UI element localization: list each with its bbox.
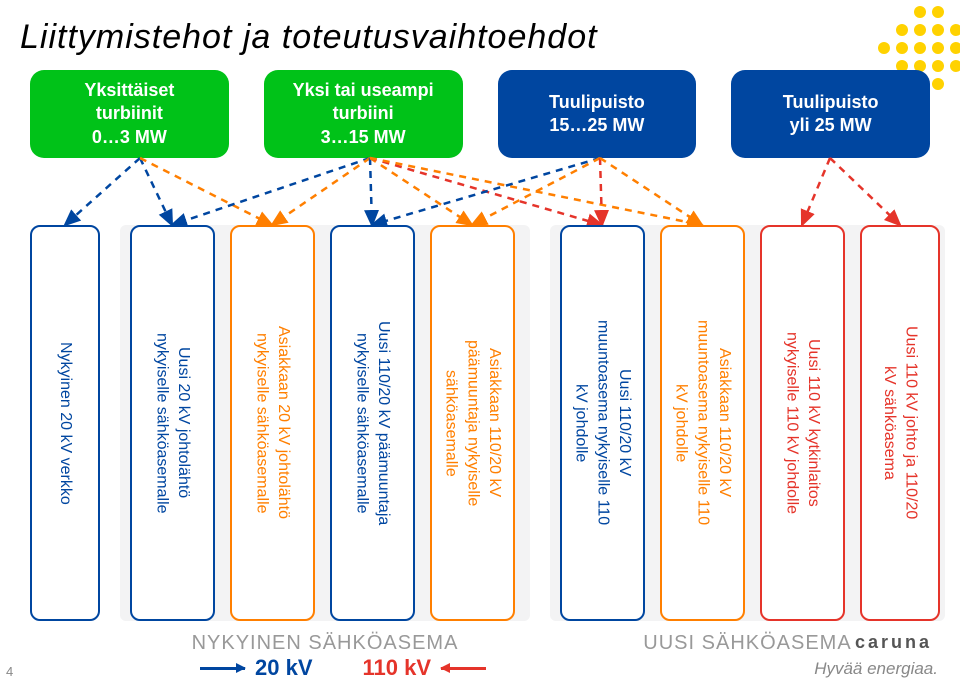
category-box: Tuulipuisto yli 25 MW [731,70,930,158]
options-area: NYKYINEN SÄHKÖASEMAUUSI SÄHKÖASEMANykyin… [10,225,950,621]
category-box: Tuulipuisto 15…25 MW [498,70,697,158]
option-column: Asiakkaan 110/20 kV päämuuntaja nykyisel… [430,225,515,621]
page-number: 4 [6,664,13,679]
option-label: Uusi 20 kV johtolähtö nykyiselle sähköas… [151,333,194,514]
option-label: Asiakkaan 110/20 kV päämuuntaja nykyisel… [440,340,505,506]
top-category-row: Yksittäiset turbiinit 0…3 MW Yksi tai use… [30,70,930,158]
station-group-label: NYKYINEN SÄHKÖASEMA [120,632,530,655]
option-column: Uusi 110 kV kytkinlaitos nykyiselle 110 … [760,225,845,621]
option-label: Nykyinen 20 kV verkko [54,342,76,505]
option-label: Uusi 110 kV johto ja 110/20 kV sähköasem… [878,326,921,519]
footer-tagline: Hyvää energiaa. [814,659,938,679]
option-column: Uusi 110/20 kV muuntoasema nykyiselle 11… [560,225,645,621]
category-box: Yksittäiset turbiinit 0…3 MW [30,70,229,158]
option-column: Uusi 20 kV johtolähtö nykyiselle sähköas… [130,225,215,621]
option-label: Asiakkaan 110/20 kV muuntoasema nykyisel… [670,320,735,525]
legend: 20 kV 110 kV [200,655,486,681]
option-column: Nykyinen 20 kV verkko [30,225,100,621]
arrow-icon [441,667,486,670]
brand-logo: caruna [855,632,932,653]
option-label: Uusi 110/20 kV päämuuntaja nykyiselle sä… [351,321,394,525]
category-box: Yksi tai useampi turbiini 3…15 MW [264,70,463,158]
option-label: Uusi 110/20 kV muuntoasema nykyiselle 11… [570,320,635,525]
legend-110kv: 110 kV [363,655,487,681]
option-column: Uusi 110 kV johto ja 110/20 kV sähköasem… [860,225,940,621]
option-column: Asiakkaan 20 kV johtolähtö nykyiselle sä… [230,225,315,621]
arrow-icon [200,667,245,670]
legend-20kv: 20 kV [200,655,313,681]
legend-label: 20 kV [255,655,313,681]
option-label: Asiakkaan 20 kV johtolähtö nykyiselle sä… [251,326,294,519]
option-label: Uusi 110 kV kytkinlaitos nykyiselle 110 … [781,332,824,514]
option-column: Uusi 110/20 kV päämuuntaja nykyiselle sä… [330,225,415,621]
option-column: Asiakkaan 110/20 kV muuntoasema nykyisel… [660,225,745,621]
page-title: Liittymistehot ja toteutusvaihtoehdot [20,18,598,57]
legend-label: 110 kV [363,655,432,681]
